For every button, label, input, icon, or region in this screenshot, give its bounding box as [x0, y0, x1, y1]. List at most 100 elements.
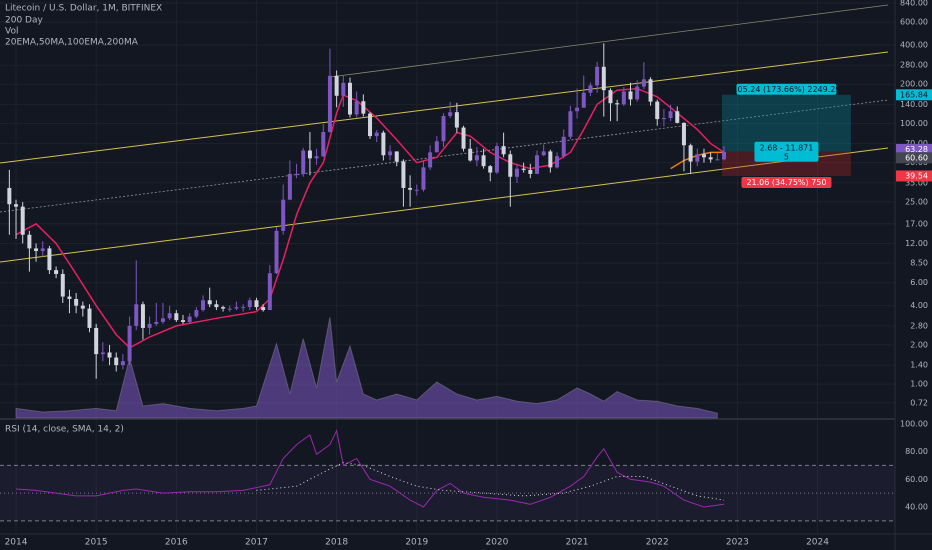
- price-tag: [896, 152, 932, 164]
- candle-body: [327, 75, 332, 132]
- candle-body: [414, 189, 419, 191]
- candle-body: [621, 91, 626, 105]
- candle-body: [421, 167, 426, 190]
- x-tick-label: 2022: [646, 538, 669, 548]
- candle-body: [301, 150, 306, 174]
- candle-body: [408, 187, 413, 190]
- y-tick-label: 2.00: [910, 340, 928, 349]
- candle-body: [107, 352, 112, 358]
- y-tick-label: 1.00: [910, 380, 928, 389]
- candle-body: [368, 113, 373, 137]
- candle-body: [47, 248, 52, 271]
- candle-body: [174, 313, 179, 321]
- y-tick-label: 600.00: [900, 18, 928, 27]
- candle-body: [361, 101, 366, 114]
- y-tick-label: 200.00: [900, 80, 928, 89]
- candle-body: [74, 299, 79, 306]
- candle-body: [521, 168, 526, 170]
- candle-body: [681, 122, 686, 146]
- candle-body: [615, 103, 620, 105]
- chart-title: Litecoin / U.S. Dollar, 1M, BITFINEX: [5, 4, 162, 14]
- candle-body: [374, 132, 379, 137]
- candle-body: [715, 159, 720, 161]
- candle-body: [34, 248, 39, 252]
- candle-body: [541, 151, 546, 156]
- candle-body: [568, 111, 573, 137]
- candle-body: [314, 156, 319, 159]
- label-box: [754, 141, 819, 162]
- candle-body: [167, 313, 172, 319]
- rsi-tick-label: 60.00: [905, 475, 928, 484]
- candle-body: [595, 66, 600, 86]
- candle-body: [127, 325, 132, 362]
- candle-body: [628, 91, 633, 100]
- candle-body: [154, 321, 159, 324]
- volume-area: [15, 317, 718, 419]
- candle-body: [695, 154, 700, 162]
- candle-body: [221, 307, 226, 309]
- candle-body: [194, 310, 199, 317]
- candle-body: [428, 152, 433, 168]
- rsi-title: RSI (14, close, SMA, 14, 2): [5, 425, 124, 435]
- y-tick-label: 0.72: [910, 398, 928, 407]
- price-tag-label: 39.54: [905, 171, 928, 180]
- candle-body: [94, 327, 99, 355]
- legend-line: Vol: [5, 27, 18, 37]
- position-label: 5: [784, 152, 789, 161]
- legend-line: 200 Day: [5, 16, 43, 26]
- candle-body: [274, 230, 279, 274]
- candle-body: [661, 118, 666, 120]
- candle-body: [147, 323, 152, 328]
- candle-body: [555, 156, 560, 168]
- candle-body: [160, 318, 165, 322]
- position-label: 21.06 (34.75%) 750: [746, 178, 826, 187]
- candle-body: [494, 146, 499, 173]
- rsi-tick-label: 80.00: [905, 447, 928, 456]
- candle-body: [635, 86, 640, 100]
- y-tick-label: 12.00: [905, 239, 928, 248]
- candle-body: [114, 357, 119, 366]
- candle-body: [588, 85, 593, 93]
- candle-body: [601, 66, 606, 91]
- x-tick-label: 2016: [165, 538, 188, 548]
- position-label: 105.24 (173.66%) 2249.29: [732, 85, 840, 94]
- candle-body: [140, 304, 145, 328]
- price-tag: [896, 143, 932, 155]
- candle-body: [514, 168, 519, 177]
- y-tick-label: 6.00: [910, 278, 928, 287]
- channel-lines: [0, 4, 889, 263]
- candle-body: [461, 127, 466, 149]
- candle-body: [394, 151, 399, 162]
- candle-body: [501, 146, 506, 155]
- price-tag: [896, 170, 932, 182]
- candle-body: [528, 169, 533, 174]
- rsi-tick-label: 40.00: [905, 503, 928, 512]
- candle-body: [354, 101, 359, 115]
- candle-body: [454, 112, 459, 128]
- candle-body: [468, 148, 473, 161]
- candle-body: [7, 187, 12, 205]
- candle-body: [347, 82, 352, 115]
- candle-body: [668, 111, 673, 119]
- candle-body: [120, 361, 125, 366]
- candle-body: [608, 90, 613, 104]
- candle-body: [40, 248, 45, 252]
- candle-body: [648, 79, 653, 102]
- candle-body: [535, 155, 539, 174]
- candle-body: [722, 151, 727, 160]
- label-box: [736, 83, 837, 95]
- candle-body: [655, 101, 660, 120]
- candle-body: [181, 320, 186, 322]
- candle-body: [187, 316, 192, 322]
- candle-body: [20, 206, 25, 235]
- candle-body: [708, 157, 713, 160]
- price-tag-label: 60.60: [905, 153, 928, 162]
- x-tick-label: 2015: [85, 538, 108, 548]
- candle-body: [134, 304, 139, 326]
- candle-body: [100, 352, 105, 355]
- price-tag: [896, 89, 932, 101]
- candle-body: [334, 75, 339, 96]
- candle-body: [241, 307, 246, 309]
- candle-body: [341, 82, 346, 96]
